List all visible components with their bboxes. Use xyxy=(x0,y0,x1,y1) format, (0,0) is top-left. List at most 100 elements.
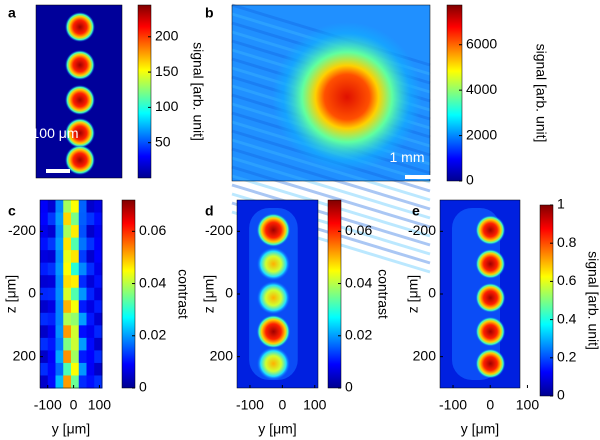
image-panel xyxy=(40,200,103,389)
image-blob xyxy=(256,314,291,349)
image-pixel xyxy=(47,275,56,289)
image-blob xyxy=(256,246,291,281)
image-pixel xyxy=(86,200,95,214)
image-blob xyxy=(65,12,95,42)
colorbar-tick-label: 2000 xyxy=(466,126,497,142)
image-pixel xyxy=(78,375,87,389)
image-pixel xyxy=(40,225,49,239)
colorbar-tick-label: 0.4 xyxy=(557,310,577,326)
image-pixel xyxy=(40,362,49,376)
image-pixel xyxy=(40,262,49,276)
image-pixel xyxy=(55,375,64,389)
image-pixel xyxy=(94,375,103,389)
colorbar-tick-label: 50 xyxy=(155,133,171,149)
y-axis-label: z [μm] xyxy=(405,275,421,313)
image-pixel xyxy=(47,325,56,339)
y-axis-label: z [μm] xyxy=(201,275,217,313)
image-pixel xyxy=(71,350,80,364)
image-pixel xyxy=(40,312,49,326)
image-pixel xyxy=(47,250,56,264)
colorbar-tick-label: 150 xyxy=(155,63,179,79)
image-blob xyxy=(256,280,291,315)
y-axis-label: z [μm] xyxy=(3,275,19,313)
y-tick-label: 0 xyxy=(225,285,233,301)
image-pixel xyxy=(47,375,56,389)
image-pixel xyxy=(55,200,64,214)
image-texture xyxy=(231,147,431,211)
image-pixel xyxy=(94,287,103,301)
colorbar-tick-label: 0.2 xyxy=(557,349,577,365)
image-pixel xyxy=(86,225,95,239)
image-pixel xyxy=(78,350,87,364)
image-pixel xyxy=(63,250,72,264)
image-pixel xyxy=(40,275,49,289)
image-pixel xyxy=(63,287,72,301)
image-pixel xyxy=(71,375,80,389)
colorbar-tick-label: 0.06 xyxy=(139,222,166,238)
x-tick-label: 100 xyxy=(516,397,540,413)
image-pixel xyxy=(47,300,56,314)
colorbar-tick-label: 0 xyxy=(139,379,147,395)
image-pixel xyxy=(86,287,95,301)
x-tick-label: 100 xyxy=(303,397,327,413)
image-pixel xyxy=(71,262,80,276)
image-pixel xyxy=(63,362,72,376)
x-tick-label: 0 xyxy=(278,397,286,413)
colorbar-label: signal [arb. unit] xyxy=(533,44,549,143)
colorbar-tick-label: 100 xyxy=(155,98,179,114)
image-pixel xyxy=(40,337,49,351)
colorbar-tick-label: 0.04 xyxy=(345,274,372,290)
image-pixel xyxy=(63,325,72,339)
image-pixel xyxy=(71,250,80,264)
image-pixel xyxy=(55,300,64,314)
y-tick-label: -200 xyxy=(408,222,436,238)
image-pixel xyxy=(63,212,72,226)
y-tick-label: -200 xyxy=(205,222,233,238)
image-pixel xyxy=(86,262,95,276)
colorbar-tick-label: 0.8 xyxy=(557,234,577,250)
scale-bar-label: 100 μm xyxy=(31,125,79,141)
colorbar-tick-label: 0 xyxy=(557,387,565,403)
image-pixel xyxy=(55,362,64,376)
colorbar-tick-label: 0 xyxy=(345,379,353,395)
image-pixel xyxy=(63,350,72,364)
image-pixel xyxy=(78,262,87,276)
x-tick-label: 0 xyxy=(70,397,78,413)
image-pixel xyxy=(94,225,103,239)
colorbar-tick-label: 0.02 xyxy=(139,326,166,342)
image-pixel xyxy=(47,350,56,364)
image-pixel xyxy=(86,362,95,376)
image-pixel xyxy=(86,237,95,251)
image-pixel xyxy=(78,287,87,301)
colorbar-label: contrast xyxy=(175,269,191,319)
image-pixel xyxy=(78,362,87,376)
image-pixel xyxy=(55,262,64,276)
y-tick-label: 200 xyxy=(210,347,234,363)
panel-label: c xyxy=(8,203,16,219)
image-pixel xyxy=(47,225,56,239)
image-blob xyxy=(475,215,506,246)
image-pixel xyxy=(86,350,95,364)
x-tick-label: -100 xyxy=(34,397,62,413)
image-pixel xyxy=(94,325,103,339)
image-pixel xyxy=(63,375,72,389)
image-pixel xyxy=(55,325,64,339)
image-pixel xyxy=(94,362,103,376)
image-pixel xyxy=(40,250,49,264)
image-blob xyxy=(272,22,422,172)
image-pixel xyxy=(40,237,49,251)
image-pixel xyxy=(71,325,80,339)
x-tick-label: -100 xyxy=(439,397,467,413)
image-blob xyxy=(256,213,291,248)
image-pixel xyxy=(47,337,56,351)
panel-label: b xyxy=(205,5,214,21)
image-blob xyxy=(475,348,506,379)
image-pixel xyxy=(71,312,80,326)
image-pixel xyxy=(78,300,87,314)
panel-label: e xyxy=(412,203,420,219)
image-panel xyxy=(36,5,122,178)
image-pixel xyxy=(47,312,56,326)
image-pixel xyxy=(94,275,103,289)
image-pixel xyxy=(40,325,49,339)
